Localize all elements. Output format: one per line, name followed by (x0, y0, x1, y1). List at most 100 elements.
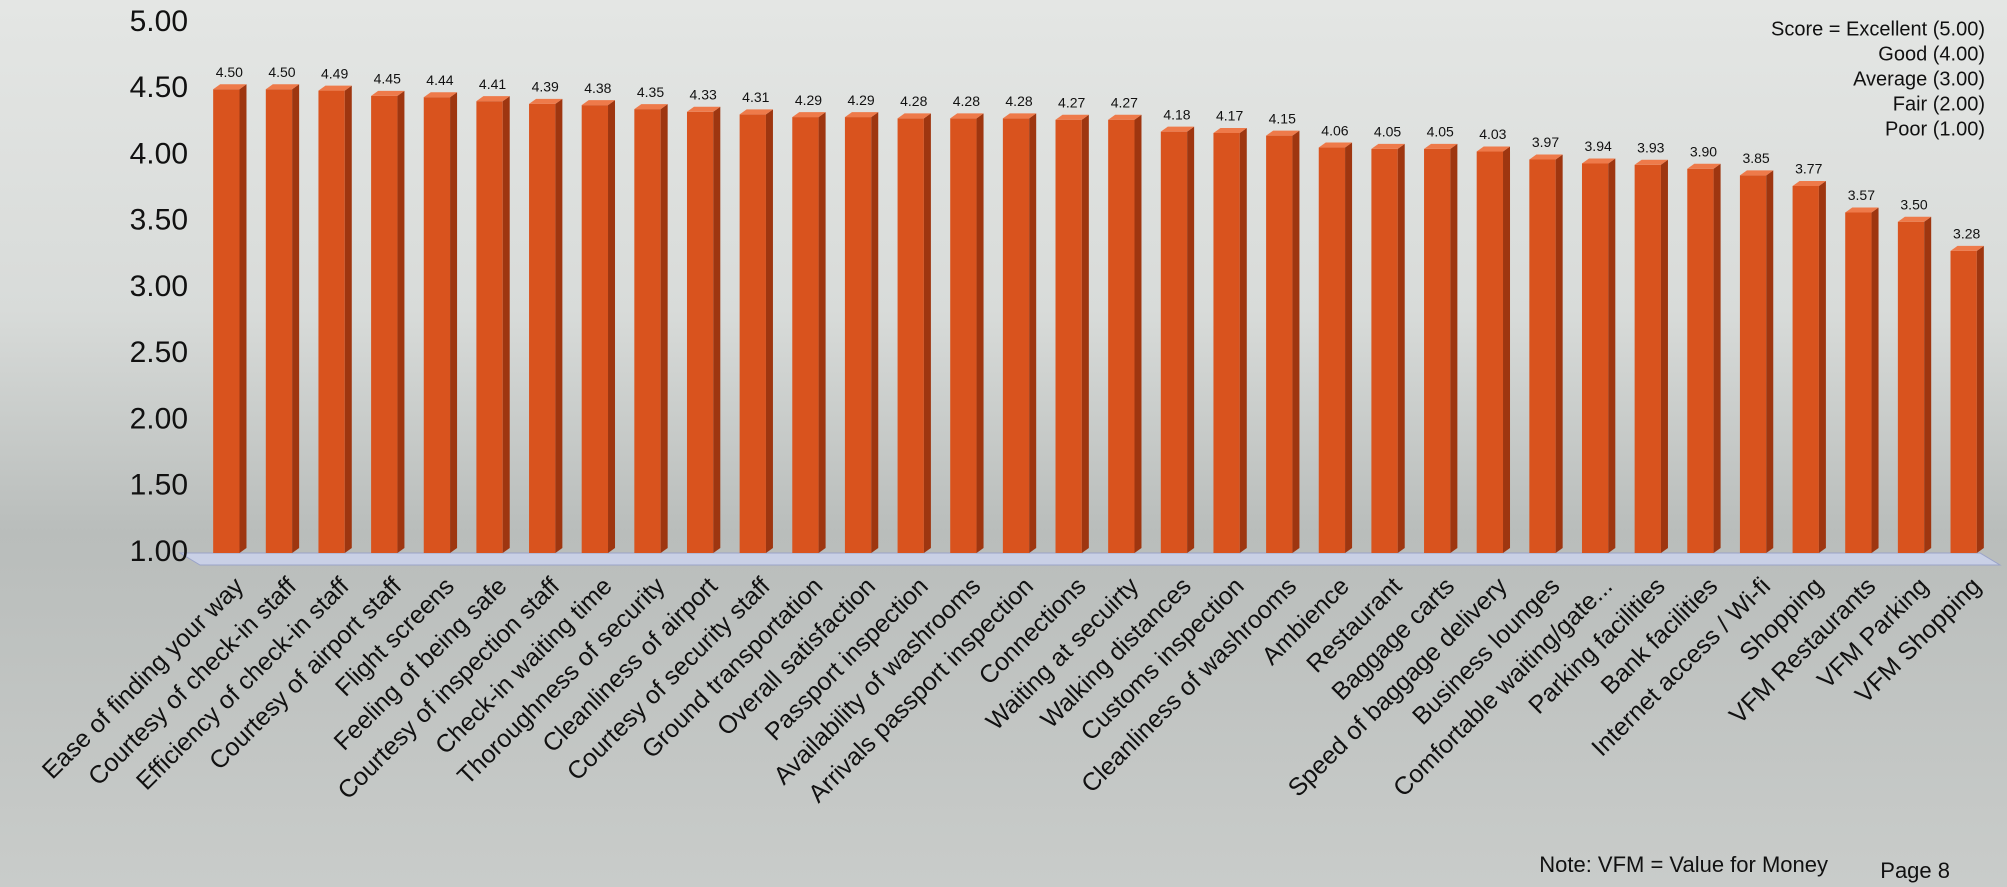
chart: Score = Excellent (5.00) Good (4.00) Avera… (0, 0, 2007, 887)
value-label: 4.49 (321, 65, 348, 81)
value-label: 3.94 (1585, 138, 1612, 154)
value-label: 4.18 (1163, 106, 1190, 122)
value-label: 4.28 (1005, 93, 1032, 109)
y-tick-label: 2.50 (130, 336, 188, 369)
bar-side (1924, 217, 1931, 553)
legend-line: Average (3.00) (1853, 68, 1985, 90)
bar (213, 89, 239, 553)
legend-line: Score = Excellent (5.00) (1771, 18, 1985, 40)
value-label: 4.41 (479, 76, 506, 92)
bar (318, 91, 344, 553)
value-label: 4.38 (584, 80, 611, 96)
page-number: Page 8 (1880, 858, 1950, 883)
y-tick-label: 4.00 (130, 137, 188, 170)
value-label: 4.03 (1479, 126, 1506, 142)
bar-side (713, 107, 720, 553)
bar-side (1029, 113, 1036, 553)
bar (529, 104, 555, 553)
value-label: 4.05 (1427, 124, 1454, 140)
value-label: 4.28 (953, 93, 980, 109)
value-label: 4.39 (532, 79, 559, 95)
bar (1793, 186, 1819, 553)
bar-side (1292, 131, 1299, 553)
bar (1898, 222, 1924, 553)
bar-side (292, 84, 299, 553)
bar (1845, 212, 1871, 553)
value-label: 4.44 (426, 72, 453, 88)
bar (950, 118, 976, 553)
value-label: 4.29 (795, 92, 822, 108)
value-label: 4.28 (900, 93, 927, 109)
bar-side (1661, 160, 1668, 553)
bar (1161, 132, 1187, 553)
bar (1056, 120, 1082, 553)
bar-side (819, 112, 826, 553)
bar-side (555, 99, 562, 553)
bar (740, 114, 766, 553)
bar-side (1977, 246, 1984, 553)
value-label: 4.29 (847, 92, 874, 108)
bar-side (1872, 207, 1879, 553)
bar-side (1398, 144, 1405, 553)
value-label: 3.85 (1742, 150, 1769, 166)
bar-side (239, 84, 246, 553)
bar (1582, 163, 1608, 553)
bar-side (977, 113, 984, 553)
bar-side (503, 96, 510, 553)
value-label: 4.31 (742, 89, 769, 105)
bar-side (1240, 128, 1247, 553)
value-label: 3.97 (1532, 134, 1559, 150)
value-label: 4.06 (1321, 122, 1348, 138)
value-label: 4.50 (216, 64, 243, 80)
bar (845, 117, 871, 553)
bar-side (1766, 170, 1773, 553)
value-label: 3.77 (1795, 161, 1822, 177)
bar (1529, 159, 1555, 553)
y-tick-label: 4.50 (130, 71, 188, 104)
note: Note: VFM = Value for Money (1539, 852, 1828, 877)
value-label: 4.33 (690, 86, 717, 102)
bar (1477, 152, 1503, 553)
bar-side (345, 86, 352, 553)
value-label: 4.50 (268, 64, 295, 80)
bar (1003, 118, 1029, 553)
bar (476, 101, 502, 553)
value-label: 3.28 (1953, 226, 1980, 242)
value-label: 4.27 (1058, 94, 1085, 110)
bar (1424, 149, 1450, 553)
legend-line: Poor (1.00) (1885, 118, 1985, 140)
bar-side (1556, 154, 1563, 553)
floor (180, 553, 2000, 565)
bar-side (661, 104, 668, 553)
y-tick-label: 3.00 (130, 270, 188, 303)
bar-side (608, 100, 615, 553)
bar-side (397, 91, 404, 553)
bar (266, 89, 292, 553)
value-label: 3.90 (1690, 143, 1717, 159)
bar (1266, 136, 1292, 553)
bar (1108, 120, 1134, 553)
bar-side (766, 109, 773, 553)
bar-side (450, 92, 457, 553)
value-label: 4.15 (1269, 110, 1296, 126)
value-label: 3.57 (1848, 187, 1875, 203)
bar (371, 96, 397, 553)
y-tick-label: 2.00 (130, 402, 188, 435)
y-tick-label: 1.50 (130, 469, 188, 502)
bar (1371, 149, 1397, 553)
bar-side (1082, 115, 1089, 553)
bar-side (1187, 127, 1194, 553)
legend-line: Fair (2.00) (1893, 93, 1985, 115)
value-label: 3.50 (1900, 196, 1927, 212)
bar-side (924, 113, 931, 553)
y-tick-label: 5.00 (130, 5, 188, 38)
bar (1635, 165, 1661, 553)
bar (1319, 148, 1345, 553)
bar (582, 105, 608, 553)
legend-line: Good (4.00) (1878, 43, 1985, 65)
bar-side (1819, 181, 1826, 553)
bar-side (1345, 143, 1352, 553)
y-tick-label: 1.00 (130, 535, 188, 568)
bar-side (1134, 115, 1141, 553)
bar (424, 97, 450, 553)
